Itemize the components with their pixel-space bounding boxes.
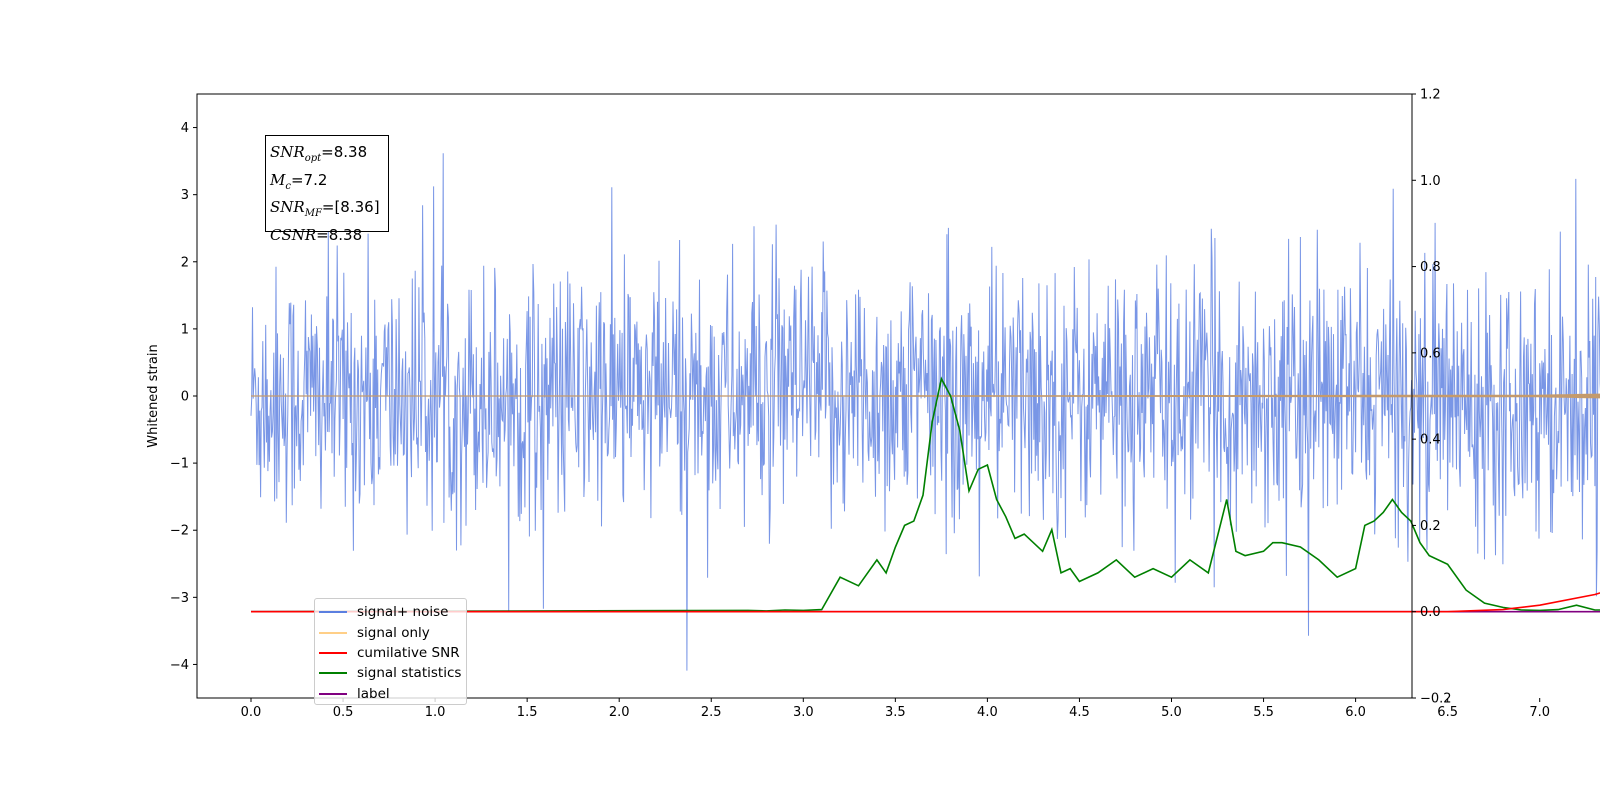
x-tick-label: 3.0 bbox=[793, 705, 814, 720]
y-left-tick-label: 3 bbox=[181, 188, 189, 203]
x-tick-label: 4.5 bbox=[1069, 705, 1090, 720]
y-left-tick-label: 1 bbox=[181, 322, 189, 337]
y-right-tick-label: 0.4 bbox=[1420, 433, 1441, 448]
y-left-tick-label: −1 bbox=[170, 457, 189, 472]
legend-swatch-signal-noise bbox=[319, 611, 347, 614]
y-right-tick-label: 0.6 bbox=[1420, 346, 1441, 361]
x-tick-label: 6.0 bbox=[1345, 705, 1366, 720]
legend-item-cumulative-snr: cumilative SNR bbox=[315, 643, 466, 663]
legend-swatch-cumulative-snr bbox=[319, 651, 347, 654]
y-right-tick-label: 1.0 bbox=[1420, 174, 1441, 189]
legend-label: label bbox=[357, 685, 390, 702]
y-right-tick-label: 0.0 bbox=[1420, 605, 1441, 620]
y-right-tick-label: 0.2 bbox=[1420, 519, 1441, 534]
csnr-line: CSNR=8.38 bbox=[270, 225, 363, 244]
legend-swatch-signal-statistics bbox=[319, 672, 347, 675]
x-tick-label: 0.0 bbox=[241, 705, 262, 720]
y-left-tick-label: −4 bbox=[170, 658, 189, 673]
y-left-tick-label: 4 bbox=[181, 121, 189, 136]
legend-label: signal+ noise bbox=[357, 604, 449, 621]
x-tick-label: 1.5 bbox=[517, 705, 538, 720]
legend-item-signal-only: signal only bbox=[315, 622, 466, 642]
legend-label: signal only bbox=[357, 624, 430, 641]
csnr-value: =8.38 bbox=[316, 225, 363, 244]
y-right-tick-label: −0.2 bbox=[1420, 692, 1452, 707]
x-tick-label: 5.0 bbox=[1161, 705, 1182, 720]
stats-annotation-box: SNRopt=8.38 Mc=7.2 SNRMF=[8.36] CSNR=8.3… bbox=[265, 135, 389, 244]
snr-mf-value: =[8.36] bbox=[321, 198, 380, 216]
mc-line: Mc=7.2 bbox=[270, 170, 328, 192]
legend-item-signal-statistics: signal statistics bbox=[315, 663, 466, 683]
x-tick-label: 4.0 bbox=[977, 705, 998, 720]
y-left-tick-label: 0 bbox=[181, 390, 189, 405]
x-tick-label: 6.5 bbox=[1437, 705, 1458, 720]
legend-item-label: label cumilative SNR bbox=[315, 684, 466, 704]
legend-label: cumilative SNR bbox=[357, 644, 460, 661]
x-tick-label: 2.0 bbox=[609, 705, 630, 720]
y-left-tick-label: −2 bbox=[170, 524, 189, 539]
y-left-tick-label: 2 bbox=[181, 255, 189, 270]
x-tick-label: 1.0 bbox=[425, 705, 446, 720]
legend-label: signal statistics bbox=[357, 665, 462, 682]
snr-opt-line: SNRopt=8.38 bbox=[270, 143, 368, 164]
legend-swatch-signal-only bbox=[319, 631, 347, 634]
snr-mf-line: SNRMF=[8.36] bbox=[270, 198, 380, 219]
series-cumulative-snr bbox=[251, 592, 1600, 613]
x-tick-label: 3.5 bbox=[885, 705, 906, 720]
y-left-tick-label: −3 bbox=[170, 591, 189, 606]
legend-swatch-label bbox=[319, 692, 347, 695]
x-tick-label: 2.5 bbox=[701, 705, 722, 720]
x-tick-label: 7.0 bbox=[1529, 705, 1550, 720]
snr-opt-value: =8.38 bbox=[321, 143, 368, 161]
y-axis-left-label: Whitened strain bbox=[146, 344, 161, 447]
legend-item-signal-noise: signal+ noise bbox=[315, 602, 466, 622]
x-tick-label: 5.5 bbox=[1253, 705, 1274, 720]
series-signal-noise bbox=[250, 153, 1600, 671]
series-signal-statistics bbox=[250, 376, 1600, 613]
chart-legend: signal+ noise signal only cumilative SNR… bbox=[314, 598, 467, 705]
y-right-tick-label: 0.8 bbox=[1420, 260, 1441, 275]
y-right-tick-label: 1.2 bbox=[1420, 88, 1441, 103]
x-tick-label: 0.5 bbox=[333, 705, 354, 720]
mc-value: =7.2 bbox=[290, 170, 328, 189]
